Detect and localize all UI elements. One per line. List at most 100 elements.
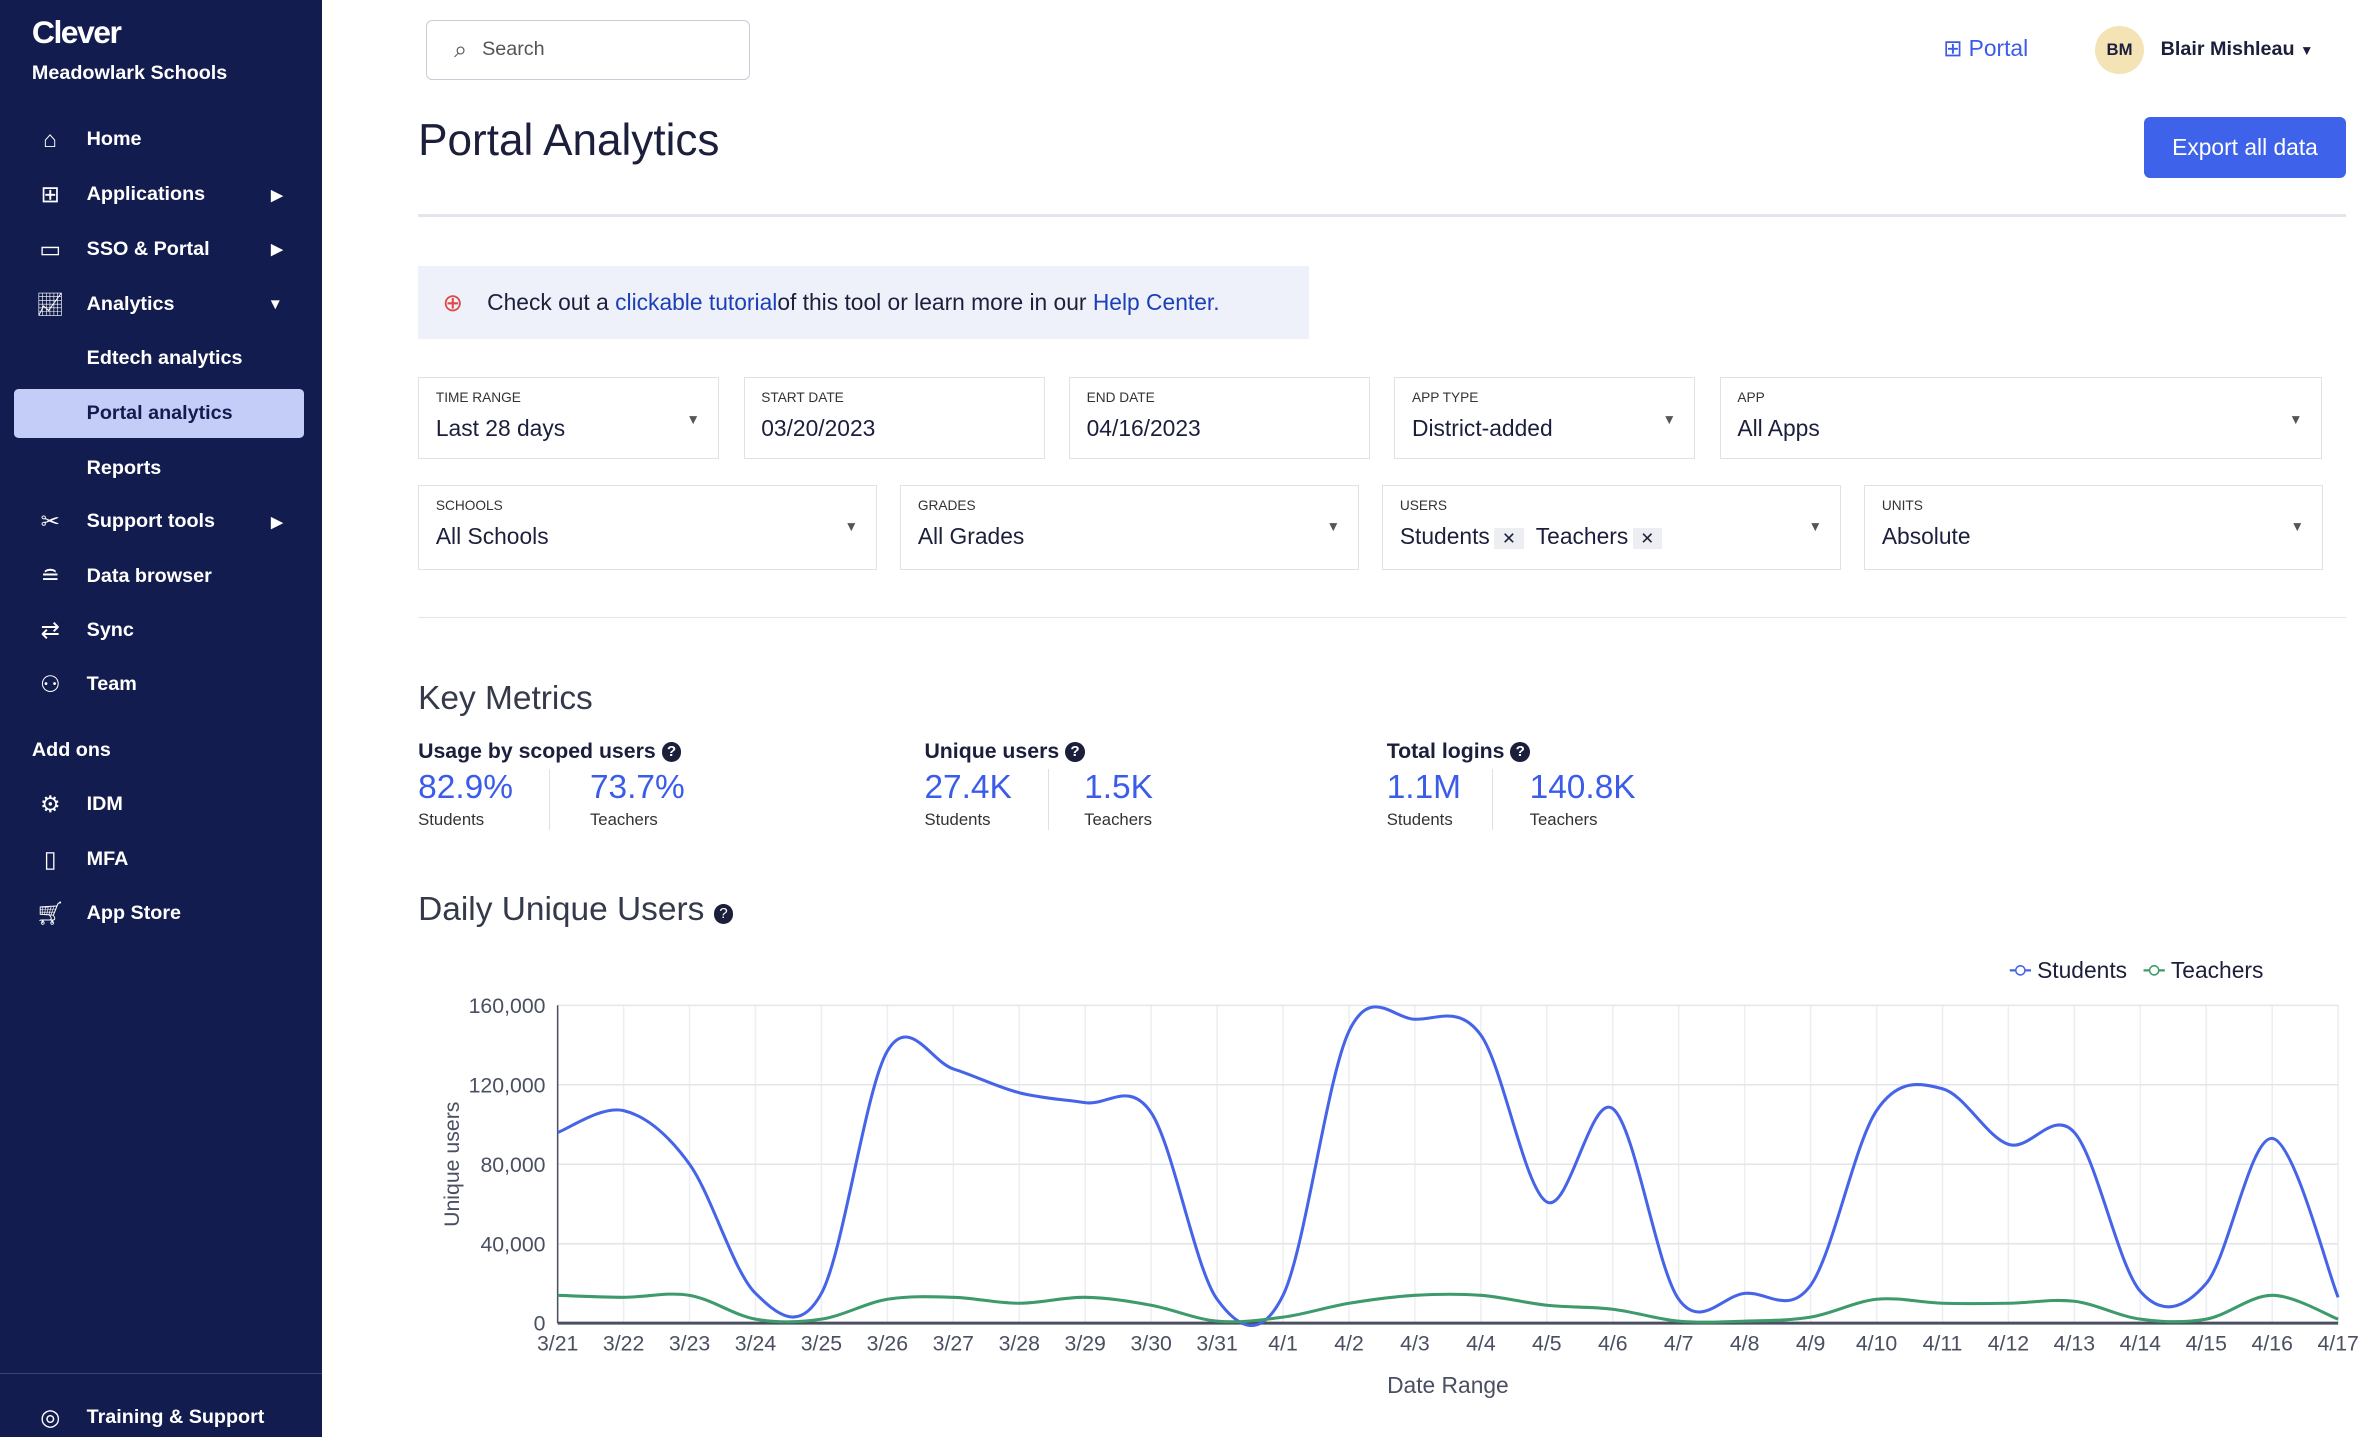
label: Training & Support: [87, 1406, 304, 1429]
cart-icon: 🛒︎: [35, 900, 65, 927]
series-line-students: [558, 1007, 2339, 1326]
x-tick-label: 3/31: [1197, 1331, 1238, 1355]
y-tick-label: 40,000: [481, 1232, 546, 1256]
x-tick-label: 4/1: [1269, 1331, 1299, 1355]
y-tick-label: 160,000: [469, 994, 546, 1018]
lifebuoy-icon: ◎: [35, 1404, 65, 1431]
mfa-icon: ▯: [35, 846, 65, 873]
metric-value: 140.8K: [1530, 769, 1636, 807]
sidebar-item-analytics[interactable]: 📈︎Analytics▼: [14, 280, 304, 329]
help-center-link[interactable]: Help Center.: [1093, 289, 1220, 316]
sidebar-item-team[interactable]: ⚇Team: [14, 660, 304, 709]
x-tick-label: 4/11: [1923, 1331, 1963, 1355]
banner-text: of this tool or learn more in our: [777, 289, 1086, 316]
field-label: TIME RANGE: [436, 390, 521, 405]
sidebar-item-portal-analytics[interactable]: Portal analytics: [14, 389, 304, 438]
main-content: ⌕ Search ⊞ Portal BM Blair Mishleau ▼ Por…: [322, 0, 2372, 1437]
metric-sub: Teachers: [590, 810, 658, 830]
caret-right-icon: ▶: [271, 513, 283, 531]
sync-icon: ⇄: [35, 617, 65, 644]
sidebar-item-sso-portal[interactable]: ▭SSO & Portal▶: [14, 225, 304, 274]
avatar[interactable]: BM: [2095, 26, 2144, 75]
metric-value: 82.9%: [418, 769, 513, 807]
sidebar-item-home[interactable]: ⌂Home: [14, 116, 304, 165]
search-placeholder: Search: [482, 38, 545, 61]
x-tick-label: 4/2: [1335, 1331, 1365, 1355]
x-tick-label: 3/29: [1065, 1331, 1106, 1355]
export-all-data-button[interactable]: Export all data: [2144, 117, 2346, 178]
caret-down-icon: ▼: [268, 296, 283, 313]
field-label: END DATE: [1087, 390, 1155, 405]
field-label: START DATE: [761, 390, 844, 405]
remove-chip-icon[interactable]: ✕: [1633, 528, 1662, 549]
addons-heading: Add ons: [32, 739, 111, 762]
sidebar-item-mfa[interactable]: ▯ MFA: [14, 835, 304, 884]
sidebar-item-app-store[interactable]: 🛒︎App Store: [14, 889, 304, 938]
help-icon[interactable]: ?: [1510, 742, 1530, 762]
sidebar-item-data-browser[interactable]: ≘Data browser: [14, 552, 304, 601]
x-tick-label: 3/28: [999, 1331, 1040, 1355]
x-tick-label: 4/16: [2252, 1331, 2293, 1355]
field-value: All Schools: [436, 523, 549, 550]
label: Data browser: [87, 565, 304, 588]
users-select[interactable]: USERS Students✕Teachers✕ ▼: [1382, 485, 1841, 570]
x-tick-label: 4/12: [1988, 1331, 2029, 1355]
field-value: All Apps: [1737, 415, 1819, 442]
sidebar-item-applications[interactable]: ⊞Applications▶: [14, 170, 304, 219]
x-tick-label: 4/9: [1796, 1331, 1826, 1355]
time-range-select[interactable]: TIME RANGE Last 28 days ▼: [418, 377, 719, 459]
field-value: Last 28 days: [436, 415, 565, 442]
help-icon[interactable]: ?: [714, 904, 734, 924]
caret-down-icon: ▼: [2300, 43, 2314, 58]
apps-icon: ⊞: [35, 181, 65, 208]
label: Unique users: [924, 739, 1059, 763]
unique-metric-title: Unique users ?: [924, 739, 1084, 764]
field-label: UNITS: [1882, 498, 1923, 513]
chip-students: Students✕: [1400, 523, 1524, 550]
sidebar-item-idm[interactable]: ⚙ IDM: [14, 780, 304, 829]
x-tick-label: 4/7: [1664, 1331, 1694, 1355]
x-axis-label: Date Range: [1387, 1372, 1509, 1398]
remove-chip-icon[interactable]: ✕: [1494, 528, 1523, 549]
search-icon: ⌕: [454, 36, 467, 63]
divider: [418, 214, 2346, 217]
x-tick-label: 4/8: [1730, 1331, 1760, 1355]
sidebar-item-reports[interactable]: Reports: [14, 444, 304, 493]
x-tick-label: 4/14: [2120, 1331, 2162, 1355]
lifebuoy-icon: ⊕: [442, 288, 462, 318]
caret-down-icon: ▼: [2291, 519, 2305, 534]
tutorial-link[interactable]: clickable tutorial: [615, 289, 777, 316]
help-icon[interactable]: ?: [662, 742, 682, 762]
sidebar-item-support-tools[interactable]: ✂Support tools▶: [14, 497, 304, 546]
page-title: Portal Analytics: [418, 116, 719, 166]
label: IDM: [87, 793, 304, 816]
divider: [0, 1373, 322, 1374]
chip-label: Students: [1400, 523, 1490, 549]
field-label: APP TYPE: [1412, 390, 1478, 405]
x-tick-label: 4/4: [1466, 1331, 1496, 1355]
field-value: All Grades: [918, 523, 1024, 550]
label: SSO & Portal: [87, 238, 271, 261]
help-icon[interactable]: ?: [1065, 742, 1085, 762]
legend-label-students: Students: [2037, 957, 2127, 983]
metric-value: 1.1M: [1387, 769, 1461, 807]
search-input[interactable]: ⌕ Search: [426, 20, 750, 80]
idm-icon: ⚙: [35, 791, 65, 818]
sidebar-item-sync[interactable]: ⇄Sync: [14, 607, 304, 656]
metric-sub: Students: [418, 810, 484, 830]
sidebar-item-training-support[interactable]: ◎ Training & Support: [14, 1393, 304, 1437]
user-menu[interactable]: Blair Mishleau ▼: [2161, 38, 2314, 61]
caret-down-icon: ▼: [686, 412, 700, 427]
clever-logo[interactable]: Clever: [32, 14, 120, 51]
label: MFA: [87, 848, 304, 871]
portal-link[interactable]: ⊞ Portal: [1943, 35, 2028, 62]
sidebar-item-edtech-analytics[interactable]: Edtech analytics: [14, 335, 304, 384]
label: Team: [87, 673, 304, 696]
